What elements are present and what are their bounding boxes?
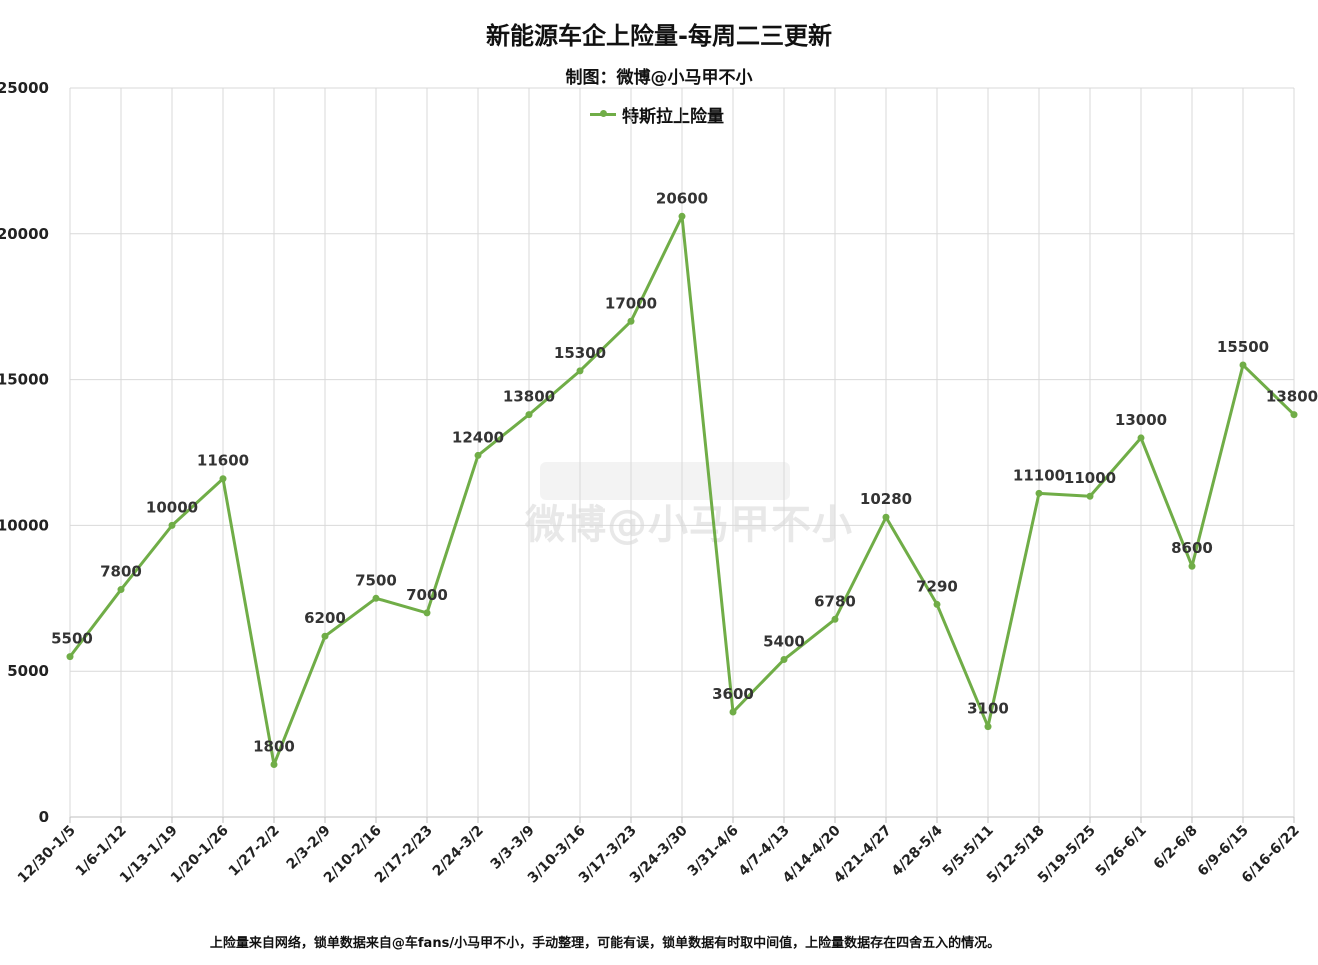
chart-subtitle: 制图：微博@小马甲不小 [565, 68, 753, 88]
data-point [1086, 492, 1094, 500]
y-tick-label: 20000 [0, 225, 49, 243]
legend: 特斯拉上险量 [590, 102, 724, 127]
data-point [1188, 562, 1196, 570]
data-label: 20600 [656, 189, 708, 207]
data-point [831, 615, 839, 623]
data-point [1239, 361, 1247, 369]
data-label: 8600 [1171, 539, 1213, 557]
data-point [474, 451, 482, 459]
x-tick-label: 2/3-2/9 [284, 823, 334, 873]
data-point [729, 708, 737, 716]
data-label: 13800 [1266, 388, 1318, 406]
data-point [1290, 411, 1298, 419]
data-label: 11600 [197, 452, 249, 470]
data-point [627, 317, 635, 325]
data-label: 5400 [763, 633, 805, 651]
data-point [1035, 489, 1043, 497]
data-label: 13800 [503, 388, 555, 406]
data-label: 10280 [860, 490, 912, 508]
data-point [933, 600, 941, 608]
watermark-logo-icon [540, 462, 790, 500]
data-point [219, 475, 227, 483]
data-label: 3100 [967, 700, 1009, 718]
data-label: 11000 [1064, 469, 1116, 487]
x-tick-label: 6/2-6/8 [1151, 823, 1201, 873]
x-tick-label: 4/28-5/4 [889, 822, 946, 879]
data-label: 17000 [605, 294, 657, 312]
data-point [780, 656, 788, 664]
data-label: 1800 [253, 738, 295, 756]
data-label: 6200 [304, 609, 346, 627]
x-tick-label: 3/31-4/6 [685, 823, 742, 880]
y-tick-label: 0 [39, 808, 49, 826]
data-point [678, 212, 686, 220]
x-tick-label: 1/27-2/2 [226, 823, 283, 880]
data-point [321, 632, 329, 640]
data-point [372, 594, 380, 602]
data-point [576, 367, 584, 375]
data-label: 3600 [712, 685, 754, 703]
data-label: 11100 [1013, 466, 1065, 484]
chart-title: 新能源车企上险量-每周二三更新 [486, 22, 832, 50]
y-tick-label: 5000 [7, 662, 49, 680]
data-label: 15500 [1217, 338, 1269, 356]
data-label: 7290 [916, 577, 958, 595]
data-label: 6780 [814, 592, 856, 610]
data-label: 12400 [452, 428, 504, 446]
data-point [525, 411, 533, 419]
data-point [270, 761, 278, 769]
data-label: 7000 [406, 586, 448, 604]
data-label: 5500 [51, 630, 93, 648]
footnote: 上险量来自网络，锁单数据来自@车fans/小马甲不小，手动整理，可能有误，锁单数… [209, 936, 1001, 951]
x-tick-label: 3/3-3/9 [488, 823, 538, 873]
x-tick-label: 12/30-1/5 [15, 823, 79, 887]
x-tick-label: 5/26-6/1 [1093, 823, 1150, 880]
legend-line-marker-icon [590, 110, 616, 117]
data-label: 7800 [100, 563, 142, 581]
data-label: 15300 [554, 344, 606, 362]
data-label: 10000 [146, 498, 198, 516]
data-point [117, 586, 125, 594]
y-tick-label: 25000 [0, 79, 49, 97]
x-tick-label: 2/24-3/2 [430, 823, 487, 880]
y-tick-label: 15000 [0, 371, 49, 389]
data-point [984, 723, 992, 731]
data-point [168, 521, 176, 529]
data-point [66, 653, 74, 661]
data-label: 7500 [355, 571, 397, 589]
data-label: 13000 [1115, 411, 1167, 429]
data-point [423, 609, 431, 617]
y-tick-label: 10000 [0, 516, 49, 534]
data-point [882, 513, 890, 521]
data-point [1137, 434, 1145, 442]
legend-label: 特斯拉上险量 [622, 106, 724, 127]
